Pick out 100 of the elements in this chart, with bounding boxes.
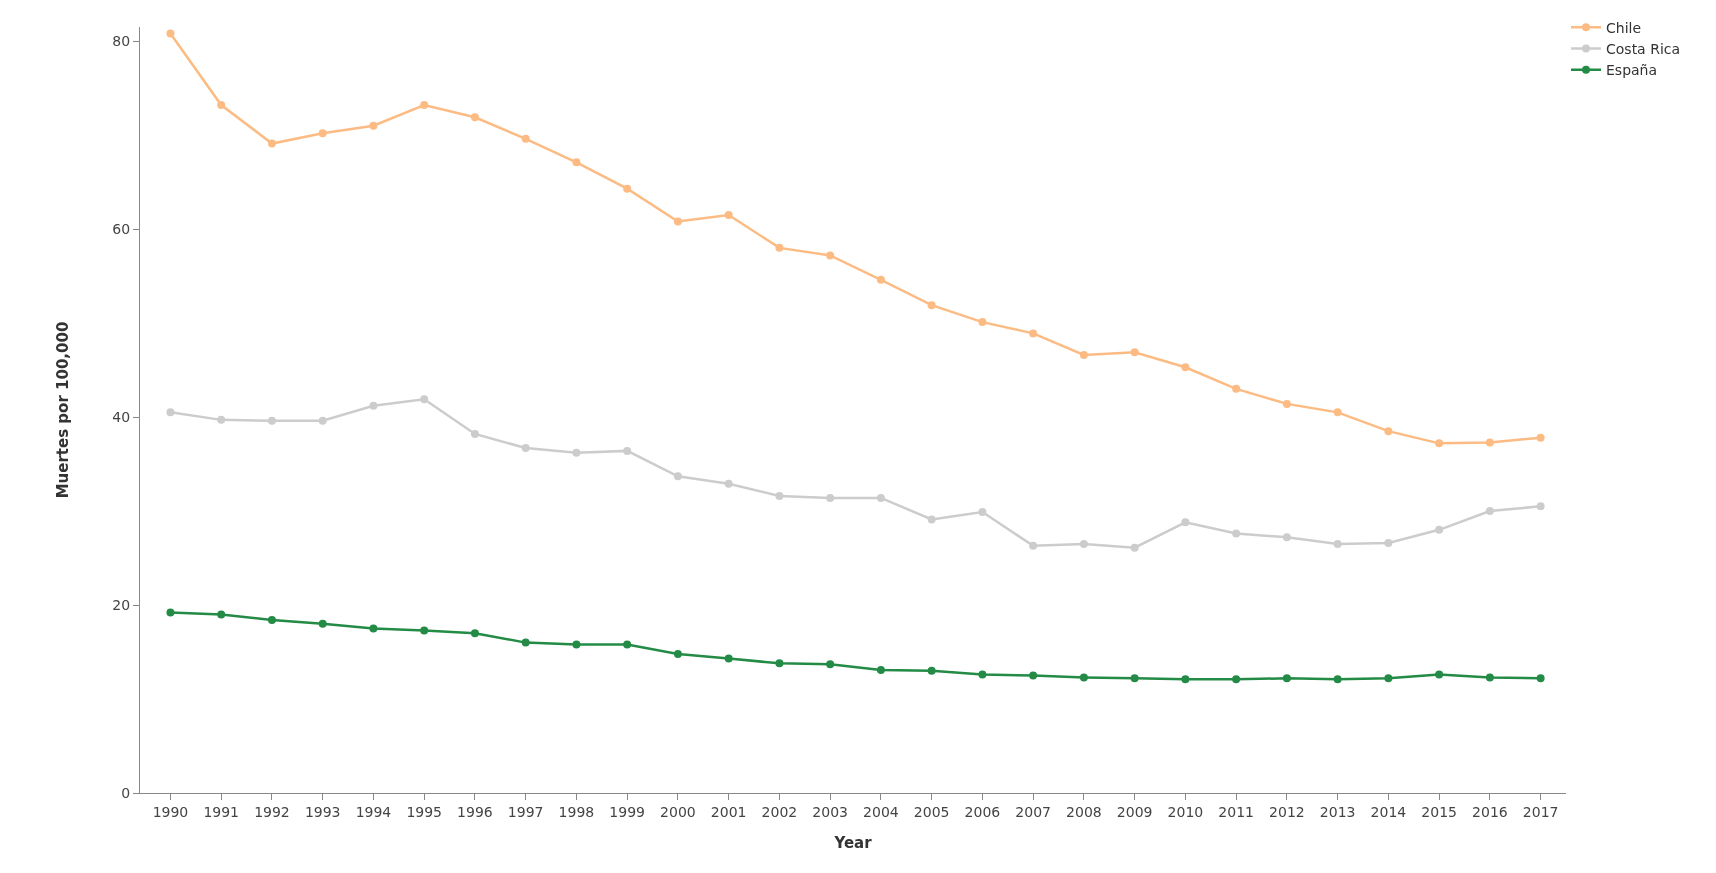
point [1130, 674, 1139, 683]
point [1029, 541, 1038, 550]
x-tick-label: 2014 [1370, 803, 1407, 820]
x-tick-label: 2017 [1522, 803, 1559, 820]
point [1282, 399, 1291, 408]
x-tick-label: 2005 [913, 803, 950, 820]
point [1232, 529, 1241, 538]
x-tick-label: 2011 [1218, 803, 1254, 820]
x-tick-label: 2016 [1472, 803, 1508, 820]
point [927, 301, 936, 310]
point [876, 275, 885, 284]
point [978, 670, 987, 679]
x-tick-label: 2004 [863, 803, 899, 820]
x-tick-label: 1996 [457, 803, 493, 820]
y-tick-label: 80 [112, 33, 131, 49]
point [318, 416, 327, 425]
x-tick-label: 2000 [660, 803, 696, 820]
point [217, 415, 226, 424]
point [1536, 433, 1545, 442]
point [623, 184, 632, 193]
point [1384, 674, 1393, 683]
point [267, 139, 276, 148]
point [775, 659, 784, 668]
point [1282, 533, 1291, 542]
point [1079, 351, 1088, 360]
x-tick-label: 1997 [507, 803, 544, 820]
point [1333, 675, 1342, 684]
y-tick-label: 60 [112, 220, 131, 237]
point [217, 101, 226, 110]
point [1333, 539, 1342, 548]
point [470, 113, 479, 122]
y-tick-label: 20 [112, 596, 131, 613]
x-tick-label: 2006 [964, 803, 1001, 820]
legend-label: Costa Rica [1606, 40, 1681, 57]
x-tick-label: 1991 [203, 803, 240, 820]
point [1536, 674, 1545, 683]
x-tick-label: 1993 [304, 803, 341, 820]
point [876, 665, 885, 674]
point [724, 654, 733, 663]
point [673, 217, 682, 226]
y-axis-title: Muertes por 100,000 [53, 321, 72, 499]
point [673, 472, 682, 481]
point [166, 408, 175, 417]
point [826, 493, 835, 502]
x-tick-label: 2003 [812, 803, 848, 820]
point [572, 640, 581, 649]
point [166, 608, 175, 617]
point [1435, 439, 1444, 448]
point [1029, 329, 1038, 338]
point [623, 640, 632, 649]
point [166, 29, 175, 38]
point [1536, 502, 1545, 511]
point [1130, 543, 1139, 552]
point [420, 626, 429, 635]
x-tick-label: 2007 [1015, 803, 1051, 820]
point [572, 448, 581, 457]
point [775, 492, 784, 500]
point [470, 629, 479, 638]
point [217, 610, 226, 619]
point [775, 243, 784, 252]
point [369, 401, 378, 410]
point [1232, 675, 1241, 684]
point [1029, 671, 1038, 680]
point [420, 101, 429, 110]
x-tick-label: 2008 [1066, 803, 1102, 820]
point [724, 210, 733, 219]
point [1435, 525, 1444, 534]
x-tick-label: 2015 [1421, 803, 1457, 820]
x-tick-label: 2010 [1167, 803, 1204, 820]
x-tick-label: 1992 [254, 803, 290, 820]
point [470, 429, 479, 438]
x-tick-label: 2002 [761, 803, 798, 820]
point [673, 649, 682, 658]
point [1485, 438, 1494, 447]
point [1079, 673, 1088, 682]
legend-label: Chile [1606, 19, 1642, 36]
point [927, 666, 936, 675]
point [369, 624, 378, 633]
point [267, 616, 276, 625]
x-tick-label: 1999 [609, 803, 645, 820]
point [927, 515, 936, 524]
point [724, 479, 733, 488]
x-axis-title: Year [833, 834, 873, 852]
point [1485, 673, 1494, 682]
point [521, 444, 530, 453]
point [1384, 538, 1393, 547]
point [267, 416, 276, 425]
point [369, 121, 378, 130]
point [1079, 539, 1088, 548]
point [1130, 348, 1139, 357]
legend-label: España [1606, 62, 1658, 79]
point [1485, 507, 1494, 516]
point [826, 251, 835, 260]
point [521, 134, 530, 143]
x-tick-label: 2001 [710, 803, 747, 820]
x-tick-label: 1990 [152, 803, 189, 820]
point [1181, 518, 1190, 527]
point [826, 660, 835, 669]
point [572, 158, 581, 167]
x-tick-label: 2012 [1269, 803, 1305, 820]
